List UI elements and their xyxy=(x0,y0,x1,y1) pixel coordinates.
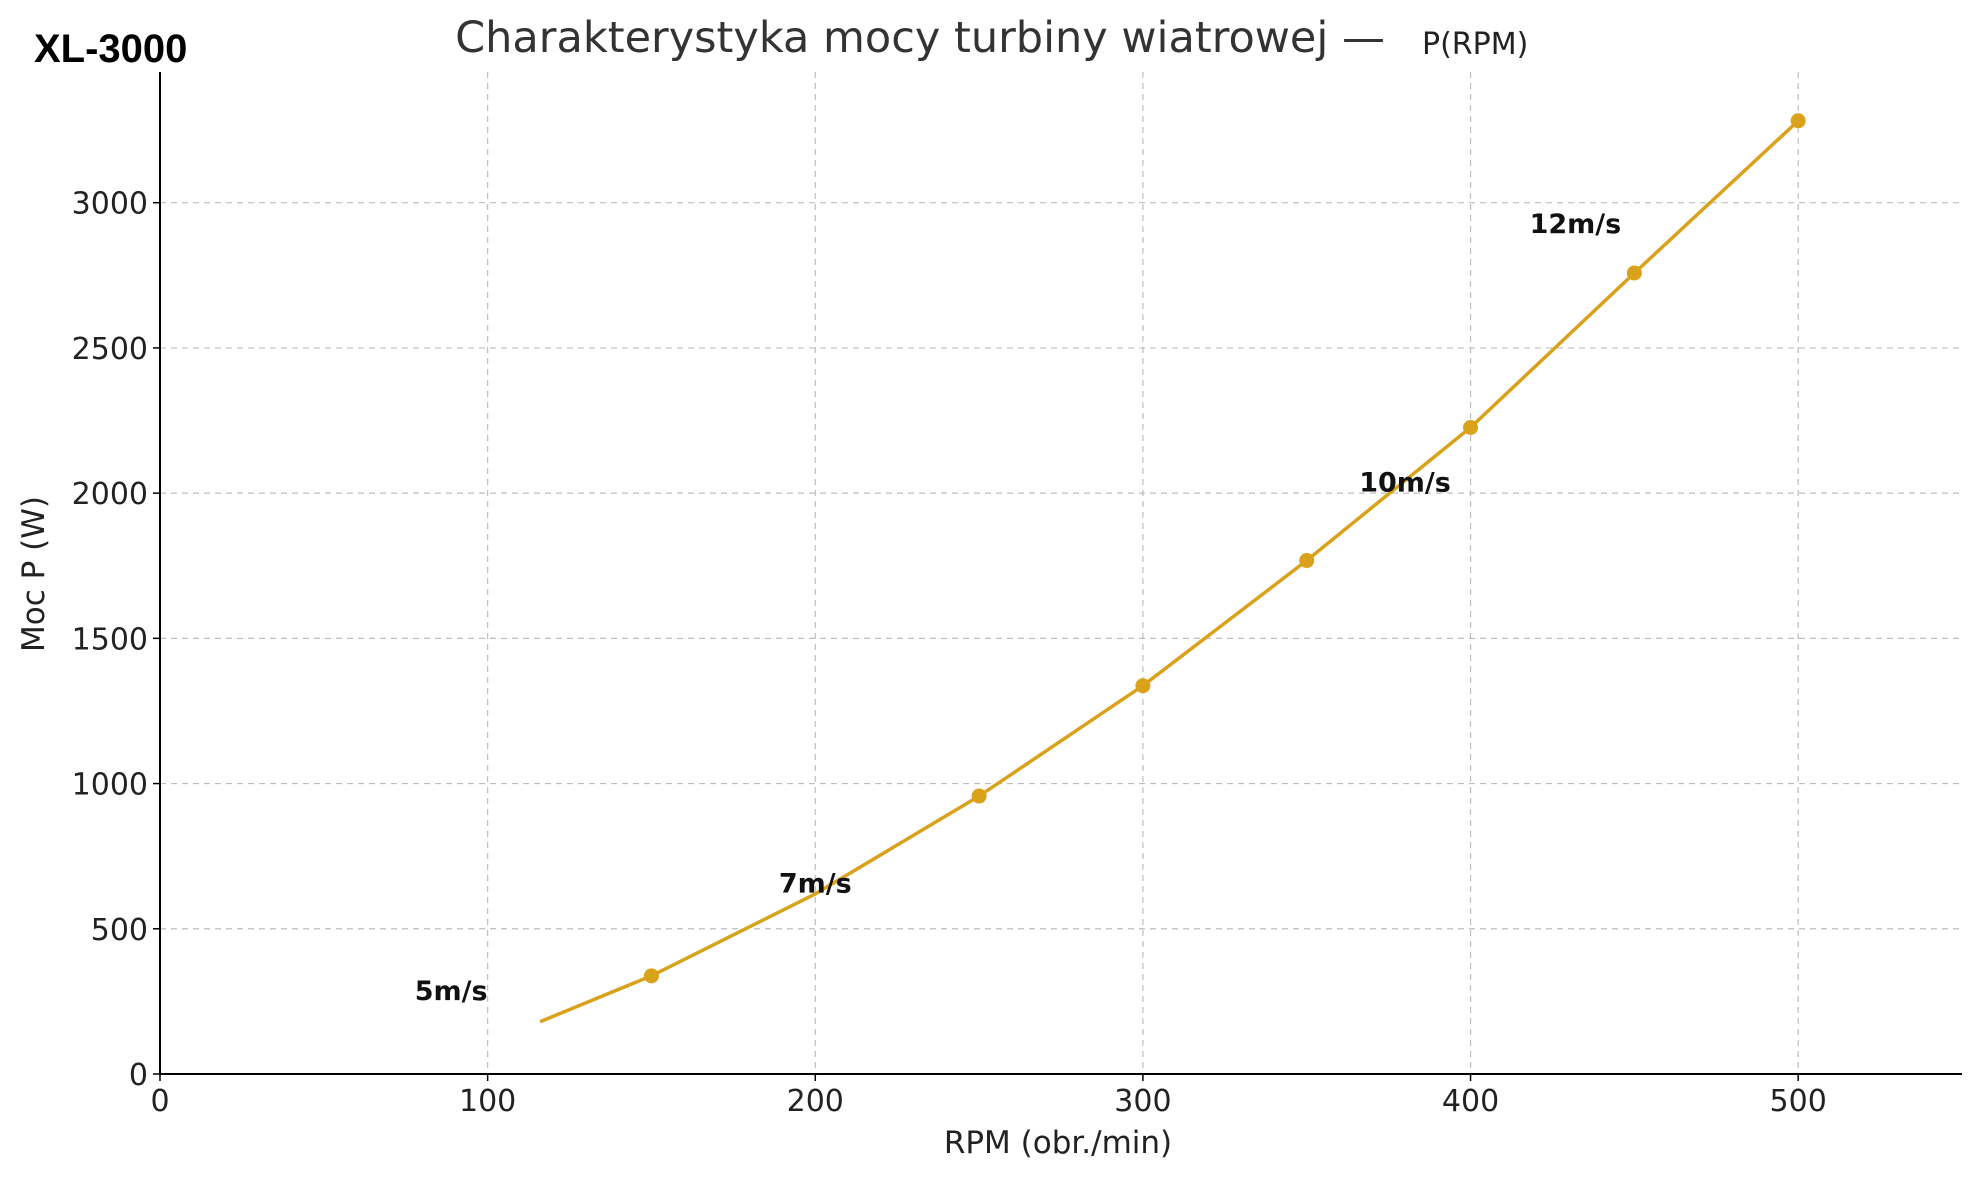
wind-speed-annotation: 12m/s xyxy=(1530,209,1622,240)
data-point xyxy=(643,968,659,984)
y-tick-label: 0 xyxy=(129,1058,148,1093)
chart-title-suffix: P(RPM) xyxy=(1422,27,1528,62)
data-point xyxy=(1790,113,1806,129)
tick-labels: 0 100 200 300 400 500 0 500 1000 1500 2000 2500 3000 xyxy=(72,187,1827,1119)
y-tick-label: 500 xyxy=(91,913,148,948)
axes xyxy=(159,72,1962,1075)
x-tick-label: 200 xyxy=(787,1084,844,1119)
y-tick-label: 3000 xyxy=(72,187,148,222)
x-tick-label: 100 xyxy=(459,1084,516,1119)
y-tick-label: 2000 xyxy=(72,477,148,512)
y-axis-label: Moc P (W) xyxy=(16,496,52,652)
grid xyxy=(160,72,1962,1074)
wind-speed-annotation: 7m/s xyxy=(779,868,852,899)
data-point xyxy=(1299,553,1315,569)
data-point xyxy=(971,788,987,804)
y-tick-label: 1500 xyxy=(72,622,148,657)
data-point xyxy=(1626,265,1642,281)
annotations: 5m/s 7m/s 10m/s 12m/s xyxy=(415,209,1621,1007)
wind-speed-annotation: 10m/s xyxy=(1359,468,1451,499)
y-tick-label: 2500 xyxy=(72,332,148,367)
x-tick-label: 500 xyxy=(1770,1084,1827,1119)
power-curve-line xyxy=(539,119,1800,1024)
series xyxy=(539,113,1806,1024)
model-label: XL-3000 xyxy=(34,27,187,71)
x-tick-label: 400 xyxy=(1442,1084,1499,1119)
x-axis-label: RPM (obr./min) xyxy=(944,1125,1172,1161)
data-point xyxy=(1135,678,1151,694)
chart-title: Charakterystyka mocy turbiny wiatrowej — xyxy=(455,13,1385,63)
y-tick-label: 1000 xyxy=(72,768,148,803)
data-point xyxy=(1463,419,1479,435)
x-tick-label: 300 xyxy=(1114,1084,1171,1119)
x-tick-label: 0 xyxy=(150,1084,169,1119)
wind-speed-annotation: 5m/s xyxy=(415,976,488,1007)
